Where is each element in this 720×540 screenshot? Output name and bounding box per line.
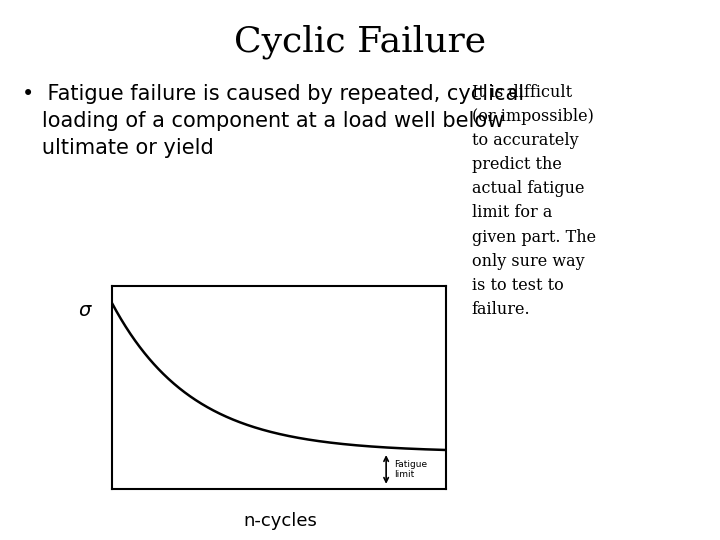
Text: It is difficult
(or impossible)
to accurately
predict the
actual fatigue
limit f: It is difficult (or impossible) to accur… (472, 84, 595, 318)
Text: Cyclic Failure: Cyclic Failure (234, 24, 486, 59)
Text: Fatigue
limit: Fatigue limit (395, 460, 428, 479)
Text: •  Fatigue failure is caused by repeated, cyclical
   loading of a component at : • Fatigue failure is caused by repeated,… (22, 84, 523, 158)
Text: n-cycles: n-cycles (244, 512, 318, 530)
Text: σ: σ (78, 301, 91, 320)
